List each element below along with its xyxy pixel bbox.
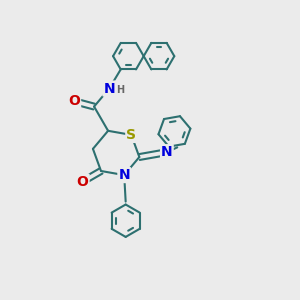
Text: O: O	[77, 175, 88, 189]
Text: S: S	[126, 128, 136, 142]
Text: N: N	[118, 168, 130, 182]
Text: H: H	[116, 85, 124, 95]
Text: N: N	[103, 82, 115, 95]
Text: O: O	[68, 94, 80, 108]
Text: N: N	[161, 145, 173, 159]
